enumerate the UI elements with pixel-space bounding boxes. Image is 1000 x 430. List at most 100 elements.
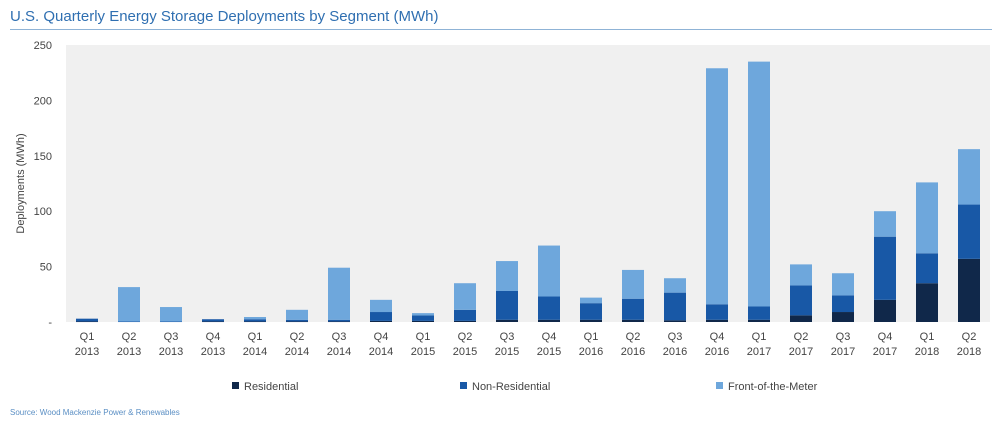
bar-non-residential	[496, 290, 518, 320]
bar-non-residential	[664, 292, 686, 321]
x-tick-label-year: 2018	[915, 346, 939, 358]
x-tick-label-year: 2016	[705, 346, 729, 358]
x-tick-label-quarter: Q2	[626, 331, 641, 343]
x-tick-label-year: 2014	[285, 346, 309, 358]
x-tick-label-quarter: Q3	[500, 331, 515, 343]
legend-swatch	[716, 382, 723, 389]
bar-front-of-the-meter	[916, 182, 938, 254]
x-tick-label-quarter: Q2	[458, 331, 473, 343]
bar-residential	[706, 319, 728, 322]
bar-residential	[538, 319, 560, 322]
bar-front-of-the-meter	[748, 61, 770, 307]
bar-non-residential	[454, 309, 476, 321]
x-tick-label-quarter: Q1	[584, 331, 599, 343]
x-tick-label-quarter: Q4	[542, 331, 557, 343]
x-tick-label-year: 2016	[579, 346, 603, 358]
bar-front-of-the-meter	[790, 264, 812, 286]
bar-residential	[664, 320, 686, 322]
y-tick-label: 150	[34, 151, 52, 163]
x-tick-label-quarter: Q2	[290, 331, 305, 343]
x-tick-label-quarter: Q4	[710, 331, 725, 343]
bar-residential	[286, 321, 308, 323]
x-tick-label-quarter: Q2	[794, 331, 809, 343]
bar-residential	[832, 312, 854, 322]
bar-front-of-the-meter	[118, 287, 140, 322]
x-tick-label-quarter: Q1	[920, 331, 935, 343]
bar-non-residential	[622, 298, 644, 320]
legend-swatch	[232, 382, 239, 389]
bar-non-residential	[202, 319, 224, 322]
title-divider	[10, 29, 992, 30]
bar-front-of-the-meter	[580, 297, 602, 304]
bar-front-of-the-meter	[454, 283, 476, 310]
legend-label: Front-of-the-Meter	[728, 381, 818, 393]
bar-front-of-the-meter	[286, 309, 308, 320]
bar-non-residential	[706, 304, 728, 320]
bar-residential	[412, 320, 434, 322]
x-tick-label-quarter: Q4	[206, 331, 221, 343]
bar-residential	[916, 283, 938, 322]
bar-non-residential	[748, 306, 770, 320]
bar-non-residential	[538, 296, 560, 320]
bar-non-residential	[76, 318, 98, 322]
x-tick-label-year: 2013	[75, 346, 99, 358]
bar-front-of-the-meter	[496, 261, 518, 291]
bar-non-residential	[580, 303, 602, 320]
bar-front-of-the-meter	[370, 299, 392, 313]
bar-non-residential	[832, 295, 854, 313]
bar-residential	[202, 321, 224, 323]
y-tick-label: 50	[40, 262, 52, 274]
x-tick-label-year: 2013	[159, 346, 183, 358]
bar-front-of-the-meter	[328, 267, 350, 320]
x-tick-label-year: 2016	[663, 346, 687, 358]
bar-residential	[76, 321, 98, 323]
bar-non-residential	[412, 315, 434, 321]
legend-label: Non-Residential	[472, 381, 550, 393]
bar-residential	[454, 320, 476, 322]
bar-front-of-the-meter	[706, 68, 728, 305]
bar-front-of-the-meter	[832, 273, 854, 296]
x-tick-label-year: 2015	[495, 346, 519, 358]
bar-non-residential	[328, 319, 350, 322]
legend-swatch	[460, 382, 467, 389]
bar-non-residential	[370, 312, 392, 321]
stacked-bar-chart: - 50 100 150 200 250 Deployments (MWh) Q1 2013 Q2…	[15, 40, 990, 393]
bar-residential	[790, 315, 812, 322]
x-tick-label-quarter: Q1	[248, 331, 263, 343]
bar-non-residential	[916, 253, 938, 284]
x-tick-label-year: 2013	[201, 346, 225, 358]
x-tick-label-year: 2013	[117, 346, 141, 358]
x-tick-label-year: 2017	[831, 346, 855, 358]
x-tick-label-quarter: Q1	[416, 331, 431, 343]
x-tick-label-year: 2017	[747, 346, 771, 358]
bar-residential	[370, 320, 392, 322]
x-tick-label-quarter: Q3	[164, 331, 179, 343]
x-tick-label-quarter: Q4	[374, 331, 389, 343]
chart-title: U.S. Quarterly Energy Storage Deployment…	[10, 8, 439, 25]
y-tick-label: 250	[34, 40, 52, 52]
source-note: Source: Wood Mackenzie Power & Renewable…	[10, 408, 180, 417]
x-tick-label-quarter: Q2	[962, 331, 977, 343]
bar-residential	[496, 319, 518, 322]
bar-residential	[580, 319, 602, 322]
bar-front-of-the-meter	[664, 278, 686, 293]
bar-residential	[748, 319, 770, 322]
bar-non-residential	[958, 204, 980, 259]
bar-front-of-the-meter	[412, 313, 434, 316]
x-tick-label-quarter: Q2	[122, 331, 137, 343]
bar-non-residential	[286, 319, 308, 322]
bar-non-residential	[118, 321, 140, 323]
bar-non-residential	[160, 321, 182, 323]
x-tick-label-quarter: Q4	[878, 331, 893, 343]
x-tick-label-quarter: Q3	[836, 331, 851, 343]
bar-residential	[622, 319, 644, 322]
x-tick-label-year: 2016	[621, 346, 645, 358]
bar-front-of-the-meter	[244, 317, 266, 320]
bar-residential	[874, 299, 896, 322]
bar-front-of-the-meter	[958, 149, 980, 205]
y-tick-label: 200	[34, 95, 52, 107]
x-tick-label-year: 2017	[873, 346, 897, 358]
x-tick-label-quarter: Q3	[668, 331, 683, 343]
bar-non-residential	[790, 285, 812, 316]
